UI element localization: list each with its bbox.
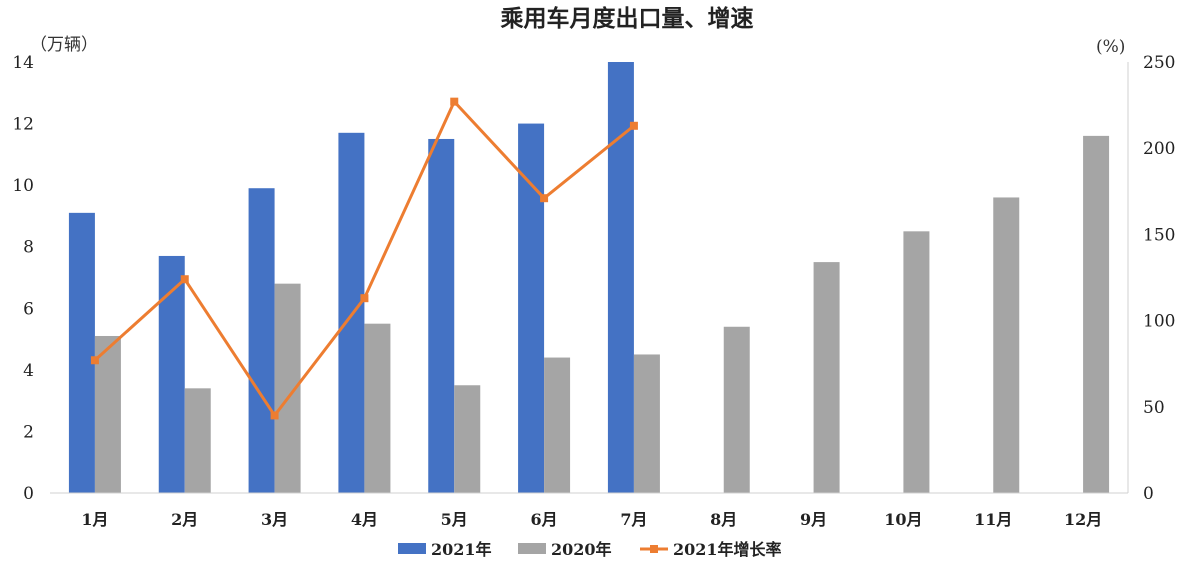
bar-2021年-3月: [248, 188, 275, 493]
x-axis-tick-label: 11月: [974, 510, 1012, 529]
growth-point-7月: [629, 121, 638, 130]
x-axis-tick-label: 7月: [620, 510, 647, 529]
right-axis-tick-label: 200: [1143, 139, 1175, 159]
bar-marks: [68, 62, 1110, 494]
legend: 2021年 2020年 2021年增长率: [398, 540, 782, 559]
left-axis-tick-label: 2: [23, 422, 34, 442]
left-axis-tick-label: 14: [12, 53, 34, 73]
right-axis-tick-label: 250: [1143, 53, 1175, 73]
x-axis-tick-label: 8月: [710, 510, 737, 529]
right-axis: 0 50 100 150 200 250: [1127, 53, 1175, 504]
x-axis-tick-label: 3月: [261, 510, 288, 529]
legend-swatch-2020年: [518, 543, 546, 554]
left-axis-tick-label: 6: [23, 299, 34, 319]
x-axis-tick-label: 2月: [171, 510, 198, 529]
chart-title: 乘用车月度出口量、增速: [500, 5, 754, 32]
growth-point-6月: [540, 194, 549, 203]
right-axis-unit: (%): [1096, 37, 1125, 57]
bar-2021年-1月: [68, 212, 95, 493]
x-axis-tick-label: 5月: [441, 510, 468, 529]
bar-2020年-9月: [813, 262, 840, 493]
left-axis-tick-label: 0: [23, 484, 34, 504]
bar-2020年-4月: [364, 323, 391, 493]
x-axis-tick-label: 4月: [351, 510, 378, 529]
growth-point-2月: [180, 275, 189, 284]
right-axis-tick-label: 50: [1143, 398, 1165, 418]
legend-label: 2021年增长率: [673, 540, 782, 559]
bar-2020年-11月: [993, 197, 1020, 493]
bar-2021年-2月: [158, 255, 185, 493]
bar-2020年-8月: [723, 326, 750, 493]
left-axis-tick-label: 12: [12, 115, 34, 135]
bar-2021年-6月: [518, 123, 545, 494]
left-axis: 0 2 4 6 8 10 12 14: [12, 53, 34, 504]
legend-label: 2021年: [431, 540, 492, 559]
bar-2020年-10月: [903, 231, 930, 494]
bar-2020年-7月: [633, 354, 660, 493]
growth-point-4月: [360, 294, 369, 303]
left-axis-tick-label: 4: [23, 361, 34, 381]
legend-swatch-2021年: [398, 543, 426, 554]
bar-2020年-5月: [454, 385, 481, 493]
bar-2020年-2月: [184, 388, 211, 493]
x-axis-tick-label: 6月: [531, 510, 558, 529]
bar-2020年-12月: [1083, 135, 1110, 493]
legend-marker-2021年增长率: [650, 545, 658, 553]
right-axis-tick-label: 100: [1143, 312, 1175, 332]
growth-line: [90, 97, 638, 420]
x-axis-tick-label: 12月: [1064, 510, 1102, 529]
bar-2021年-7月: [607, 62, 634, 493]
right-axis-tick-label: 150: [1143, 225, 1175, 245]
bar-2020年-6月: [544, 357, 571, 493]
left-axis-tick-label: 8: [23, 238, 34, 258]
legend-label: 2020年: [551, 540, 612, 559]
bar-2021年-5月: [428, 138, 455, 493]
x-axis: 1月 2月 3月 4月 5月 6月 7月 8月 9月 10月 11月 12月: [50, 492, 1128, 529]
growth-point-1月: [90, 356, 99, 365]
left-axis-unit: （万辆）: [30, 35, 98, 55]
growth-point-5月: [450, 97, 459, 106]
bar-2020年-1月: [94, 335, 121, 493]
x-axis-tick-label: 9月: [800, 510, 827, 529]
x-axis-tick-label: 10月: [884, 510, 922, 529]
right-axis-tick-label: 0: [1143, 484, 1154, 504]
growth-point-3月: [270, 411, 279, 420]
left-axis-tick-label: 10: [12, 176, 34, 196]
x-axis-tick-label: 1月: [81, 510, 108, 529]
